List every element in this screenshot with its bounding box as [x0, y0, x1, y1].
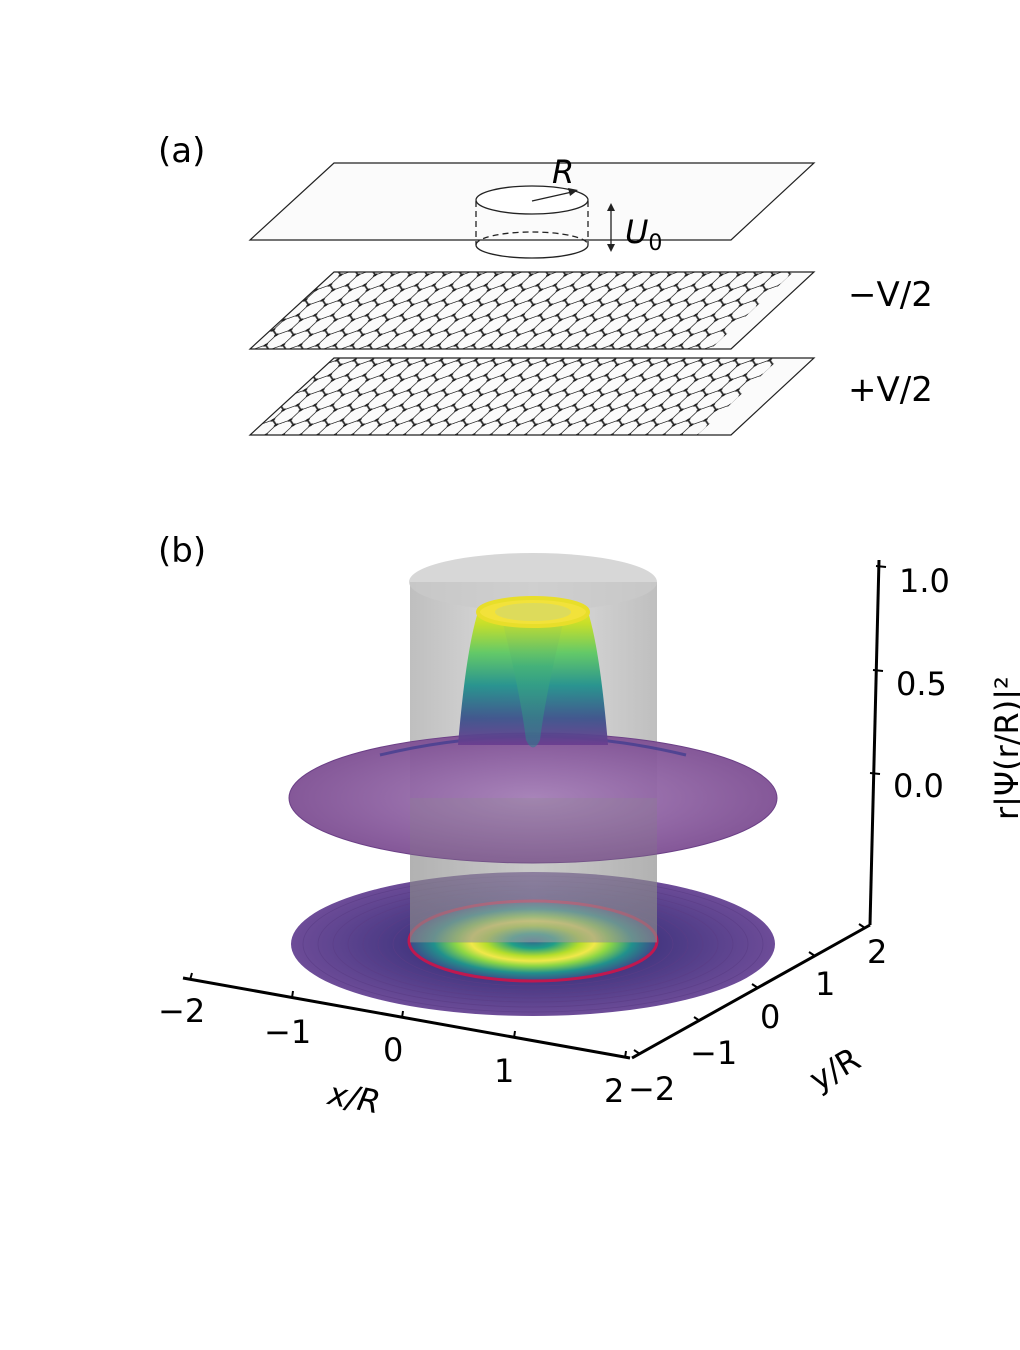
y-tick-4: 2	[867, 933, 887, 971]
u0-arrow	[607, 203, 615, 252]
panel-a: (a) R U0 −V/2	[158, 131, 933, 436]
y-tick-1: −1	[690, 1034, 737, 1072]
bottom-layer-voltage: +V/2	[848, 370, 933, 410]
y-tick-3: 1	[815, 965, 835, 1003]
x-tick-2: 0	[383, 1031, 403, 1069]
x-axis-label: x/R	[324, 1074, 383, 1121]
radius-label: R	[552, 153, 574, 191]
bottom-graphene-layer	[248, 357, 816, 436]
top-graphene-layer	[248, 271, 816, 350]
radius-arrow	[531, 191, 573, 202]
x-tick-0: −2	[158, 992, 205, 1030]
z-axis	[868, 559, 887, 926]
z-tick-2: 1.0	[899, 562, 950, 600]
y-tick-0: −2	[628, 1070, 675, 1108]
z-tick-0: 0.0	[893, 767, 944, 805]
top-layer-voltage: −V/2	[848, 275, 933, 315]
u0-label: U0	[625, 213, 662, 256]
z-axis-label: r|Ψ(r/R)|²	[988, 676, 1020, 820]
wavefunction-surface	[288, 596, 778, 943]
x-tick-4: 2	[604, 1072, 624, 1110]
x-axis	[182, 972, 631, 1060]
panel-b-label: (b)	[158, 531, 206, 571]
x-tick-3: 1	[494, 1052, 514, 1090]
panel-a-label: (a)	[158, 131, 205, 171]
z-tick-1: 0.5	[896, 665, 947, 703]
y-axis	[631, 923, 871, 1060]
x-tick-1: −1	[264, 1013, 311, 1051]
y-axis-label: y/R	[803, 1040, 867, 1099]
y-tick-2: 0	[760, 998, 780, 1036]
potential-cylinder	[475, 185, 589, 259]
panel-b: (b)	[158, 531, 1020, 1121]
